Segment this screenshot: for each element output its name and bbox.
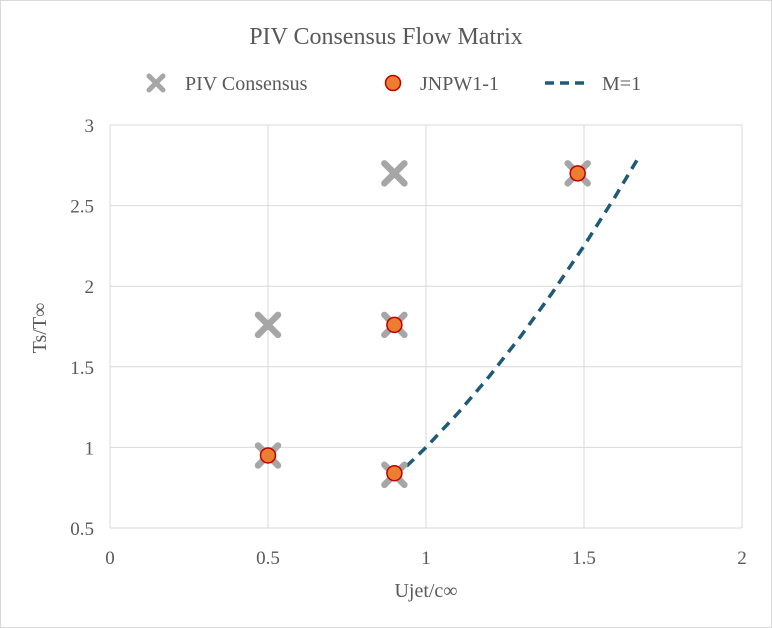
x-stroke bbox=[381, 160, 408, 187]
x-axis-ticks: 0 0.5 1 1.5 2 bbox=[105, 548, 747, 569]
x-tick-label: 0.5 bbox=[256, 548, 280, 569]
chart-title: PIV Consensus Flow Matrix bbox=[249, 24, 523, 50]
jnpw1-1-point bbox=[569, 165, 586, 182]
data-marks bbox=[254, 158, 640, 489]
gridlines bbox=[109, 124, 743, 529]
y-tick-label: 1.5 bbox=[70, 358, 94, 379]
jnpw1-1-point bbox=[386, 316, 403, 334]
legend-marker-circle-icon bbox=[384, 74, 402, 92]
y-tick-label: 2 bbox=[85, 277, 95, 298]
legend-label-piv-consensus: PIV Consensus bbox=[185, 73, 308, 95]
legend-item-piv-consensus: PIV Consensus bbox=[146, 73, 308, 95]
x-tick-label: 1 bbox=[421, 548, 431, 569]
legend-item-m1: M=1 bbox=[545, 73, 641, 95]
x-axis-title: Ujet/c∞ bbox=[394, 580, 457, 602]
x-tick-label: 2 bbox=[737, 548, 747, 569]
x-tick-label: 0 bbox=[105, 548, 115, 569]
piv-consensus-point bbox=[381, 160, 408, 187]
jnpw1-1-point bbox=[386, 464, 403, 482]
x-stroke bbox=[254, 311, 282, 339]
y-axis-ticks: 0.5 1 1.5 2 2.5 3 bbox=[70, 116, 94, 540]
y-axis-title: Ts/T∞ bbox=[29, 303, 51, 354]
jnpw1-1-point bbox=[259, 447, 277, 464]
legend-label-jnpw1-1: JNPW1-1 bbox=[420, 73, 499, 95]
y-tick-label: 2.5 bbox=[70, 197, 94, 218]
m1-curve bbox=[393, 158, 640, 480]
legend: PIV Consensus JNPW1-1 M=1 bbox=[146, 73, 641, 95]
legend-marker-x-icon bbox=[146, 73, 166, 93]
piv-consensus-point bbox=[254, 311, 282, 339]
x-tick-label: 1.5 bbox=[572, 548, 596, 569]
y-tick-label: 0.5 bbox=[70, 519, 94, 540]
y-tick-label: 3 bbox=[85, 116, 95, 137]
legend-item-jnpw1-1: JNPW1-1 bbox=[384, 73, 499, 95]
y-tick-label: 1 bbox=[85, 438, 95, 459]
legend-label-m1: M=1 bbox=[602, 73, 641, 95]
